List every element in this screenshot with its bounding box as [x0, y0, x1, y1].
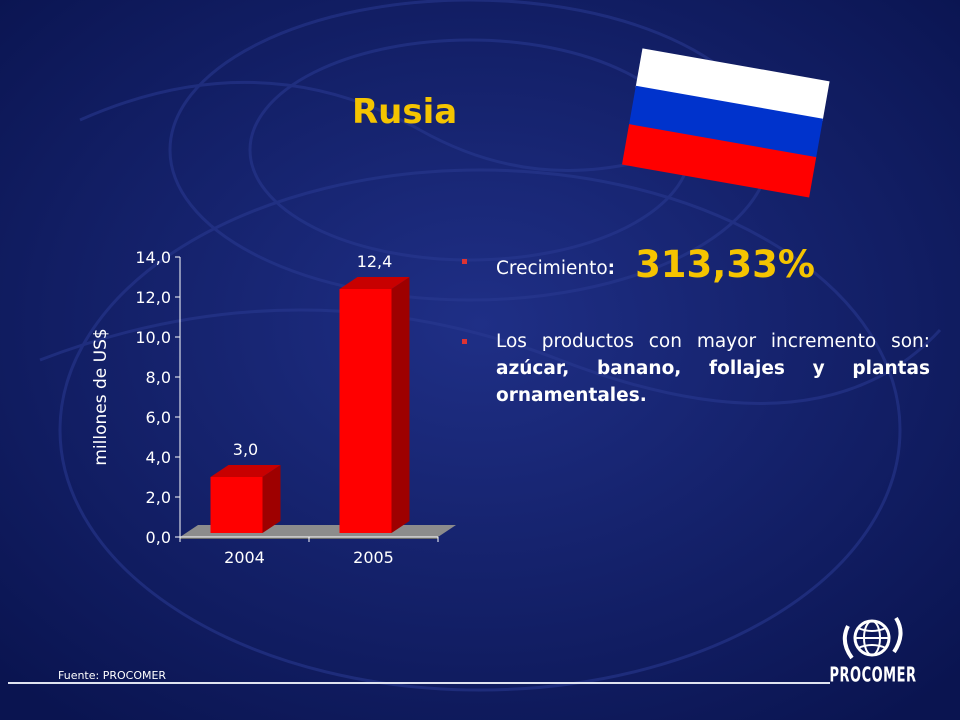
bar-top	[339, 277, 410, 289]
products-list: azúcar, banano, follajes y plantas ornam…	[496, 358, 930, 406]
bar-chart: 0,0 2,0 4,0 6,0 8,0 10,0 12,0 14,0 millones de U…	[91, 248, 456, 567]
source-note: Fuente: PROCOMER	[58, 669, 167, 682]
bar-side	[262, 465, 281, 533]
y-tick-label: 8,0	[146, 368, 171, 387]
y-tick-label: 4,0	[146, 448, 171, 467]
bullet-marker	[462, 259, 467, 264]
flag-blue-stripe	[628, 85, 823, 160]
y-tick-label: 10,0	[135, 328, 171, 347]
data-label: 3,0	[233, 440, 258, 459]
bar-side	[391, 277, 410, 533]
y-tick-label: 14,0	[135, 248, 171, 267]
y-tick-label: 0,0	[146, 528, 171, 547]
bar	[339, 289, 392, 533]
bullet-marker	[462, 339, 467, 344]
slide-title: Rusia	[352, 92, 458, 132]
russia-flag-icon	[621, 48, 830, 198]
y-axis-label: millones de US$	[91, 328, 111, 465]
procomer-logo-text: PROCOMER	[829, 664, 917, 688]
procomer-globe-icon	[842, 616, 903, 660]
growth-label: Crecimiento	[496, 258, 608, 279]
y-tick-label: 12,0	[135, 288, 171, 307]
products-bullet: Los productos con mayor incremento son: …	[462, 328, 930, 409]
x-tick-label: 2004	[224, 548, 265, 567]
data-label: 12,4	[357, 252, 393, 271]
flag-white-stripe	[635, 48, 830, 121]
bar	[210, 477, 263, 533]
growth-value: 313,33%	[635, 243, 815, 286]
x-tick-label: 2005	[353, 548, 394, 567]
flag-red-stripe	[621, 124, 817, 198]
bullet-list: Crecimiento: 313,33% Los productos con ma…	[462, 246, 930, 409]
growth-colon: :	[607, 258, 616, 279]
products-intro: Los productos con mayor incremento son:	[496, 331, 930, 352]
growth-bullet: Crecimiento: 313,33%	[462, 246, 930, 308]
bar-top	[210, 465, 281, 477]
y-tick-label: 6,0	[146, 408, 171, 427]
footer-divider	[8, 682, 830, 684]
y-tick-label: 2,0	[146, 488, 171, 507]
